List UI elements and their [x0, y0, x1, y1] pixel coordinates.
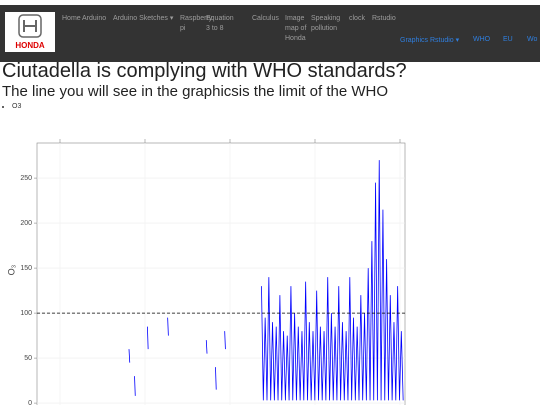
nav-right-item[interactable]: WHO	[473, 36, 491, 43]
nav-item[interactable]: Home	[62, 15, 81, 22]
bullet-list: O3	[0, 103, 21, 110]
y-tick-label: 200	[20, 220, 32, 227]
logo[interactable]: HONDA	[5, 12, 55, 52]
nav-item[interactable]: Rstudio	[372, 15, 396, 22]
y-axis-label: O₃	[6, 264, 16, 275]
bullet: O3	[12, 103, 21, 110]
nav-item[interactable]: clock	[349, 15, 365, 22]
nav-item[interactable]: Arduino	[82, 15, 107, 22]
nav-item[interactable]: Arduino Sketches ▾	[113, 15, 174, 22]
x-top-ticks	[59, 139, 401, 143]
chart: O₃ 0 50 100 150 200 250	[6, 139, 406, 405]
series-line	[128, 160, 404, 401]
nav-right-item[interactable]: Graphics Rstudio ▾	[400, 37, 460, 44]
logo-frame	[18, 14, 42, 38]
nav-item[interactable]: Calculus	[252, 15, 279, 22]
nav-item[interactable]: Raspberry pi	[180, 15, 213, 32]
navbar: HONDA Home Arduino Arduino Sketches ▾ Raspb…	[0, 5, 540, 62]
y-tick-label: 100	[20, 310, 32, 317]
y-tick-label: 0	[28, 400, 32, 405]
nav-item[interactable]: Image map of Honda	[285, 15, 307, 42]
caret: ▾	[167, 15, 174, 22]
nav-item[interactable]: Equation 3 to 8	[206, 15, 234, 32]
nav-right-item[interactable]: EU	[503, 36, 513, 43]
y-tick-label: 150	[20, 265, 32, 272]
panel	[36, 142, 406, 405]
nav-item[interactable]: Speaking pollution	[311, 15, 341, 32]
y-tick-label: 50	[24, 355, 32, 362]
caret: ▾	[453, 37, 460, 44]
logo-h	[23, 20, 37, 32]
y-tick-label: 250	[20, 175, 32, 182]
logo-graphic: HONDA	[15, 14, 45, 50]
heading: Ciutadella is complying with WHO standar…	[2, 60, 407, 82]
logo-text: HONDA	[15, 41, 45, 50]
nav-right-item[interactable]: Wo	[527, 36, 538, 43]
subheading: The line you will see in the graphicsis …	[2, 83, 388, 100]
